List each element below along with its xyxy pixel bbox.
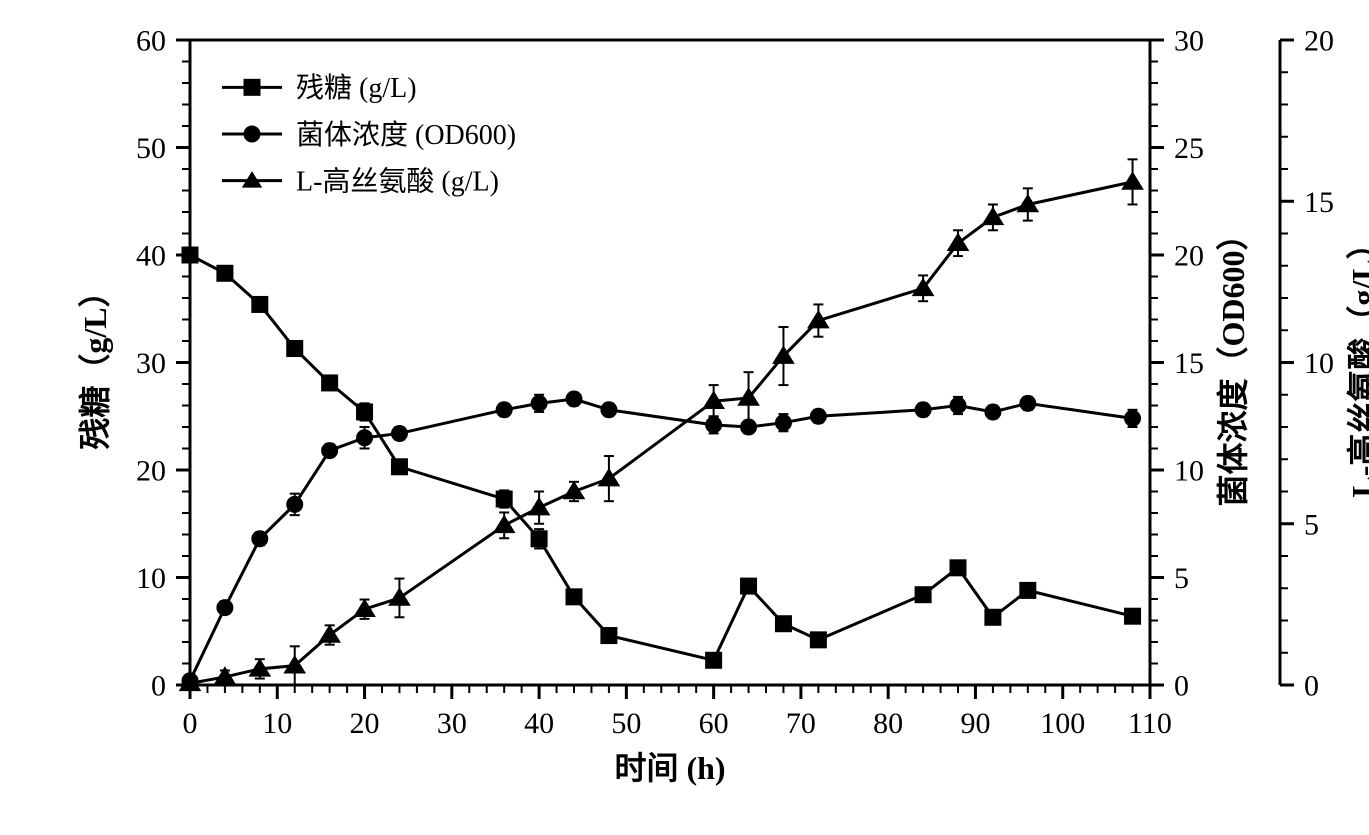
marker-od600 xyxy=(357,430,373,446)
x-tick-label: 50 xyxy=(611,707,641,740)
yleft-axis-label: 残糖（g/L） xyxy=(77,275,113,449)
marker-od600 xyxy=(252,531,268,547)
marker-residual_sugar xyxy=(287,341,303,357)
legend: 残糖 (g/L) 菌体浓度 (OD600) L-高丝氨酸 (g/L) xyxy=(222,72,516,197)
yr2-tick-label: 20 xyxy=(1304,25,1334,58)
legend-item-label: L-高丝氨酸 (g/L) xyxy=(296,165,499,197)
yr1-tick-label: 20 xyxy=(1174,240,1204,273)
yleft-tick-label: 60 xyxy=(136,25,166,58)
marker-residual_sugar xyxy=(531,531,547,547)
legend-item-label: 残糖 (g/L) xyxy=(296,72,417,104)
marker-od600 xyxy=(322,443,338,459)
marker-od600 xyxy=(1020,395,1036,411)
legend-item-label: 菌体浓度 (OD600) xyxy=(296,119,516,151)
marker-residual_sugar xyxy=(741,578,757,594)
yr2-axis-label: L-高丝氨酸（g/L） xyxy=(1345,227,1369,497)
marker-residual_sugar xyxy=(322,375,338,391)
yleft-tick-label: 20 xyxy=(136,455,166,488)
yleft-tick-label: 40 xyxy=(136,240,166,273)
x-tick-label: 60 xyxy=(699,707,729,740)
x-tick-label: 110 xyxy=(1128,707,1172,740)
marker-residual_sugar xyxy=(391,459,407,475)
yr2-tick-label: 10 xyxy=(1304,347,1334,380)
marker-residual_sugar xyxy=(566,589,582,605)
marker-od600 xyxy=(217,600,233,616)
marker-residual_sugar xyxy=(357,404,373,420)
x-tick-label: 80 xyxy=(873,707,903,740)
marker-residual_sugar xyxy=(915,587,931,603)
marker-od600 xyxy=(915,402,931,418)
marker-residual_sugar xyxy=(601,628,617,644)
x-tick-label: 40 xyxy=(524,707,554,740)
marker-residual_sugar xyxy=(985,609,1001,625)
marker-residual_sugar xyxy=(1020,582,1036,598)
series-line-l_homoserine xyxy=(190,182,1133,683)
legend-marker-icon xyxy=(244,79,260,95)
marker-od600 xyxy=(287,496,303,512)
yr1-tick-label: 10 xyxy=(1174,455,1204,488)
yr1-tick-label: 30 xyxy=(1174,25,1204,58)
x-tick-label: 70 xyxy=(786,707,816,740)
yr2-tick-label: 15 xyxy=(1304,186,1334,219)
x-tick-label: 20 xyxy=(350,707,380,740)
marker-od600 xyxy=(496,402,512,418)
yr2-tick-label: 0 xyxy=(1304,670,1319,703)
chart-svg: 0102030405060708090100110时间 (h)010203040… xyxy=(0,0,1369,835)
marker-od600 xyxy=(1125,410,1141,426)
marker-od600 xyxy=(950,398,966,414)
x-tick-label: 30 xyxy=(437,707,467,740)
x-axis-label: 时间 (h) xyxy=(614,750,725,786)
yleft-tick-label: 30 xyxy=(136,347,166,380)
marker-residual_sugar xyxy=(810,632,826,648)
marker-residual_sugar xyxy=(775,616,791,632)
marker-residual_sugar xyxy=(217,265,233,281)
yr1-tick-label: 5 xyxy=(1174,562,1189,595)
chart-container: 0102030405060708090100110时间 (h)010203040… xyxy=(0,0,1369,835)
marker-od600 xyxy=(566,391,582,407)
marker-residual_sugar xyxy=(950,560,966,576)
x-tick-label: 100 xyxy=(1040,707,1085,740)
yr1-tick-label: 0 xyxy=(1174,670,1189,703)
x-tick-label: 10 xyxy=(262,707,292,740)
yleft-tick-label: 0 xyxy=(151,670,166,703)
legend-marker-icon xyxy=(244,126,260,142)
yr1-tick-label: 25 xyxy=(1174,132,1204,165)
marker-od600 xyxy=(775,415,791,431)
yr1-axis-label: 菌体浓度（OD600） xyxy=(1215,218,1251,506)
marker-l_homoserine xyxy=(1122,172,1143,189)
yleft-tick-label: 10 xyxy=(136,562,166,595)
marker-residual_sugar xyxy=(1125,608,1141,624)
marker-od600 xyxy=(706,417,722,433)
marker-od600 xyxy=(531,395,547,411)
marker-od600 xyxy=(601,402,617,418)
x-tick-label: 0 xyxy=(183,707,198,740)
marker-l_homoserine xyxy=(389,588,410,605)
yr1-tick-label: 15 xyxy=(1174,347,1204,380)
marker-l_homoserine xyxy=(494,516,515,533)
marker-residual_sugar xyxy=(182,247,198,263)
marker-residual_sugar xyxy=(252,296,268,312)
marker-l_homoserine xyxy=(529,498,550,515)
yr2-tick-label: 5 xyxy=(1304,508,1319,541)
marker-od600 xyxy=(391,425,407,441)
marker-residual_sugar xyxy=(496,491,512,507)
x-tick-label: 90 xyxy=(960,707,990,740)
marker-od600 xyxy=(810,408,826,424)
marker-od600 xyxy=(985,404,1001,420)
yleft-tick-label: 50 xyxy=(136,132,166,165)
marker-residual_sugar xyxy=(706,652,722,668)
